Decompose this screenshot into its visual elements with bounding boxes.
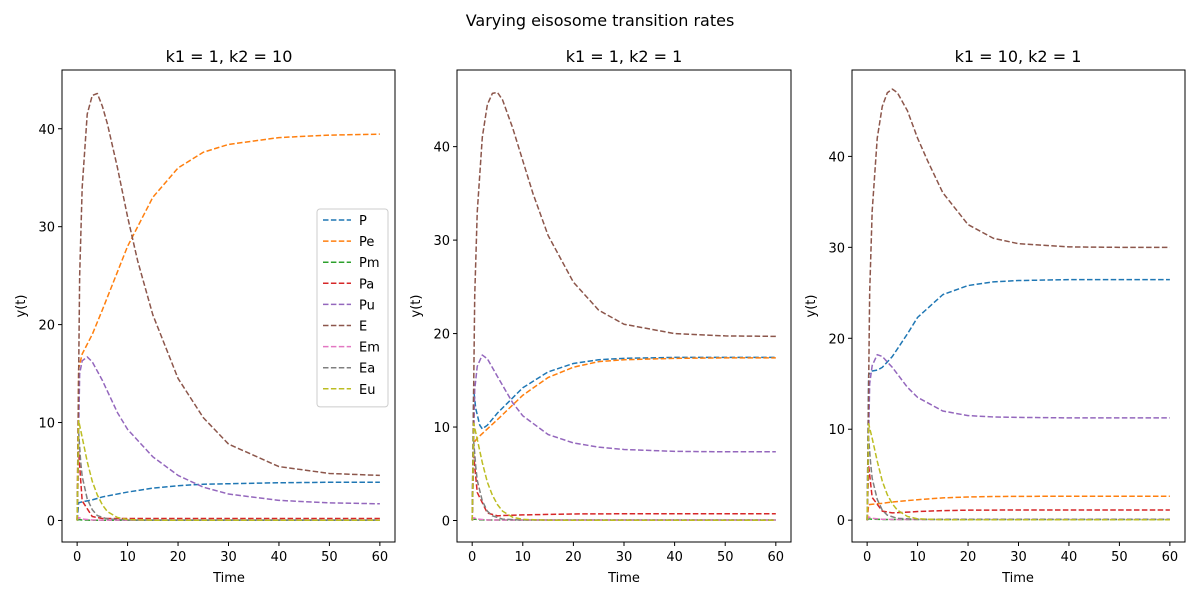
series-line-e [76,92,380,521]
axes-frame [851,69,1186,543]
subplot-2-title: k1 = 1, k2 = 1 [566,47,683,66]
x-tick-label: 0 [468,550,476,565]
series-line-pe [866,495,1170,521]
series-line-pe [471,357,776,521]
y-tick-label: 20 [828,332,845,347]
legend-label-pa: Pa [359,277,374,292]
x-tick-label: 60 [372,550,389,565]
y-tick-label: 40 [38,123,55,138]
series-line-pa [76,451,380,521]
legend-label-em: Em [359,341,380,356]
x-tick-label: 40 [1061,550,1078,565]
subplot-3-title: k1 = 10, k2 = 1 [955,47,1082,66]
x-tick-label: 0 [73,550,81,565]
y-tick-label: 30 [828,241,845,256]
series-line-pa [866,464,1170,521]
subplot-2-ylabel: y(t) [409,295,424,318]
legend-label-p: P [359,214,367,229]
series-line-pe [76,133,380,521]
series-line-ea [471,440,776,521]
y-tick-label: 20 [38,319,55,334]
x-tick-label: 30 [220,550,237,565]
x-tick-label: 60 [768,550,785,565]
series-line-eu [866,423,1170,521]
plot-area [471,91,776,521]
legend-label-ea: Ea [359,362,375,377]
series-line-pu [866,353,1170,521]
x-tick-label: 20 [565,550,582,565]
subplot-2: k1 = 1, k2 = 1 Time y(t) 0 10 20 30 40 50 60 0 1… [409,47,792,586]
x-tick-label: 50 [1111,550,1128,565]
series-line-pu [76,356,380,521]
legend-label-pm: Pm [359,256,380,271]
x-tick-label: 50 [321,550,338,565]
subplot-1-ylabel: y(t) [14,295,29,318]
plot-area [866,88,1170,521]
y-tick-label: 0 [837,514,845,529]
series-line-eu [471,422,776,521]
figure-suptitle: Varying eisosome transition rates [466,11,735,30]
subplot-3: k1 = 10, k2 = 1 Time y(t) 0 10 20 30 40 50 60 0… [804,47,1186,586]
series-line-e [471,91,776,521]
x-tick-label: 20 [960,550,977,565]
x-tick-label: 40 [271,550,288,565]
subplot-3-ylabel: y(t) [804,295,819,318]
legend-label-pu: Pu [359,298,375,313]
y-tick-label: 10 [433,421,450,436]
legend-box [316,208,389,408]
x-tick-label: 20 [170,550,187,565]
y-tick-label: 0 [442,515,450,530]
x-tick-label: 40 [666,550,683,565]
series-line-p [76,481,380,521]
x-tick-label: 30 [616,550,633,565]
subplot-1-xlabel: Time [212,571,245,586]
legend-label-e: E [359,320,367,335]
series-line-p [866,278,1170,521]
y-tick-label: 40 [828,150,845,165]
x-tick-label: 50 [717,550,734,565]
x-tick-label: 10 [909,550,926,565]
series-line-eu [76,419,380,522]
subplot-1-title: k1 = 1, k2 = 10 [166,47,293,66]
legend-label-eu: Eu [359,383,375,398]
legend: P Pe Pm Pa Pu E Em Ea Eu [316,208,389,408]
subplot-2-xlabel: Time [607,571,640,586]
y-tick-label: 30 [38,221,55,236]
x-tick-label: 60 [1162,550,1179,565]
series-line-ea [76,431,380,521]
axes-frame [456,69,792,543]
series-line-pa [471,454,776,521]
y-tick-label: 10 [828,423,845,438]
x-tick-label: 10 [515,550,532,565]
x-tick-label: 30 [1010,550,1027,565]
series-line-pu [471,354,776,521]
y-tick-label: 10 [38,417,55,432]
legend-label-pe: Pe [359,235,374,250]
series-line-ea [866,437,1170,521]
plot-area [76,92,380,522]
x-tick-label: 10 [119,550,136,565]
series-line-e [866,88,1170,521]
subplot-1: k1 = 1, k2 = 10 Time y(t) 0 10 20 30 40 50 60 0… [14,47,396,586]
x-tick-label: 0 [863,550,871,565]
y-tick-label: 20 [433,328,450,343]
y-tick-label: 40 [433,141,450,156]
subplot-3-xlabel: Time [1001,571,1034,586]
series-line-p [471,356,776,521]
y-tick-label: 30 [433,234,450,249]
y-tick-label: 0 [47,514,55,529]
